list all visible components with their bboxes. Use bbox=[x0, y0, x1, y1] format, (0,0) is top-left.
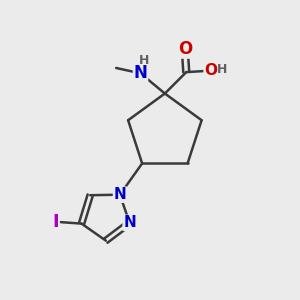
Text: N: N bbox=[134, 64, 147, 82]
Text: N: N bbox=[123, 215, 136, 230]
Text: H: H bbox=[139, 54, 149, 67]
Text: O: O bbox=[178, 40, 192, 58]
Text: I: I bbox=[52, 213, 59, 231]
Text: N: N bbox=[113, 187, 126, 202]
Text: H: H bbox=[217, 63, 227, 76]
Text: O: O bbox=[204, 63, 217, 78]
